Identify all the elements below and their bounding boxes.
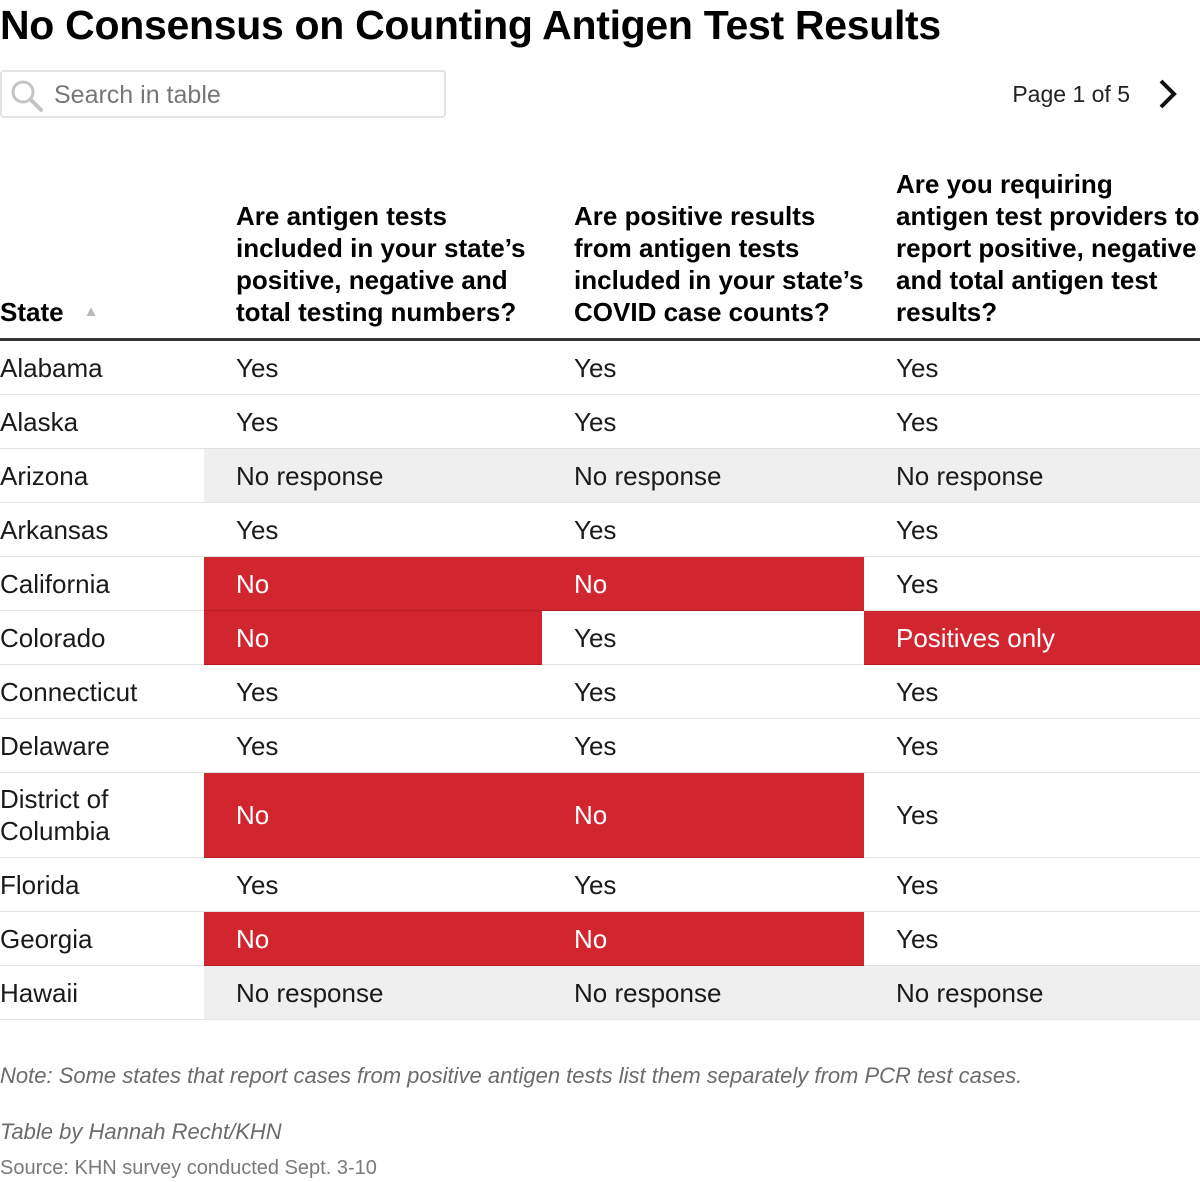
state-cell: Florida [0,857,204,912]
table-row: Arkansas Yes Yes Yes [0,502,1200,557]
search-input[interactable] [54,78,434,112]
provider-reporting-cell: Yes [864,718,1200,773]
testing-numbers-cell: Yes [204,339,542,395]
column-header-label: State [0,297,64,327]
table-row: Colorado No Yes Positives only [0,610,1200,665]
pagination-label: Page 1 of 5 [1012,81,1130,107]
column-header-testing-numbers[interactable]: Are antigen tests included in your state… [204,168,542,341]
table-body: Alabama Yes Yes Yes Alaska Yes Yes Yes Arizona No… [0,339,1200,1020]
table-row: Hawaii No response No response No response [0,965,1200,1020]
testing-numbers-cell: No [204,772,542,858]
sort-ascending-icon: ▲ [83,303,99,320]
case-counts-cell: No [542,772,864,858]
case-counts-cell: No response [542,448,864,503]
table-row: Georgia No No Yes [0,911,1200,966]
provider-reporting-cell: Yes [864,339,1200,395]
state-cell: Alaska [0,394,204,449]
chart-title: No Consensus on Counting Antigen Test Re… [0,2,941,48]
provider-reporting-cell: Yes [864,772,1200,858]
state-cell: California [0,556,204,611]
source-line: Source: KHN survey conducted Sept. 3-10 [0,1157,377,1179]
state-cell: Delaware [0,718,204,773]
byline: Table by Hannah Recht/KHN [0,1119,282,1144]
case-counts-cell: No [542,556,864,611]
table-row: Alabama Yes Yes Yes [0,339,1200,395]
search-box[interactable] [0,70,446,118]
table-row: Florida Yes Yes Yes [0,857,1200,912]
testing-numbers-cell: Yes [204,857,542,912]
table-row: District of Columbia No No Yes [0,772,1200,858]
case-counts-cell: Yes [542,394,864,449]
column-header-provider-reporting[interactable]: Are you requiring antigen test providers… [864,168,1200,341]
provider-reporting-cell: Yes [864,857,1200,912]
column-header-case-counts[interactable]: Are positive results from antigen tests … [542,168,864,341]
table-row: California No No Yes [0,556,1200,611]
state-cell: Arkansas [0,502,204,557]
case-counts-cell: No response [542,965,864,1020]
case-counts-cell: Yes [542,664,864,719]
data-table: State ▲ Are antigen tests included in you… [0,168,1200,1020]
case-counts-cell: Yes [542,718,864,773]
table-header-row: State ▲ Are antigen tests included in you… [0,168,1200,341]
state-cell: Connecticut [0,664,204,719]
state-cell: Colorado [0,610,204,665]
provider-reporting-cell: Yes [864,664,1200,719]
case-counts-cell: No [542,911,864,966]
testing-numbers-cell: Yes [204,718,542,773]
testing-numbers-cell: No [204,556,542,611]
table-row: Connecticut Yes Yes Yes [0,664,1200,719]
provider-reporting-cell: Yes [864,394,1200,449]
provider-reporting-cell: No response [864,965,1200,1020]
testing-numbers-cell: No [204,911,542,966]
case-counts-cell: Yes [542,857,864,912]
state-cell: Hawaii [0,965,204,1020]
provider-reporting-cell: Yes [864,556,1200,611]
table-note: Note: Some states that report cases from… [0,1063,1023,1088]
chevron-right-icon [1159,79,1177,109]
table-row: Arizona No response No response No response [0,448,1200,503]
testing-numbers-cell: No response [204,965,542,1020]
state-cell: Alabama [0,339,204,395]
provider-reporting-cell: No response [864,448,1200,503]
testing-numbers-cell: No response [204,448,542,503]
state-cell: Arizona [0,448,204,503]
state-cell: District of Columbia [0,772,204,858]
case-counts-cell: Yes [542,502,864,557]
testing-numbers-cell: Yes [204,394,542,449]
table-row: Alaska Yes Yes Yes [0,394,1200,449]
column-header-state[interactable]: State ▲ [0,168,204,341]
case-counts-cell: Yes [542,339,864,395]
provider-reporting-cell: Yes [864,502,1200,557]
case-counts-cell: Yes [542,610,864,665]
next-page-button[interactable] [1148,72,1188,116]
provider-reporting-cell: Yes [864,911,1200,966]
testing-numbers-cell: Yes [204,664,542,719]
provider-reporting-cell: Positives only [864,610,1200,665]
state-cell: Georgia [0,911,204,966]
search-icon [11,80,43,112]
testing-numbers-cell: No [204,610,542,665]
testing-numbers-cell: Yes [204,502,542,557]
table-row: Delaware Yes Yes Yes [0,718,1200,773]
